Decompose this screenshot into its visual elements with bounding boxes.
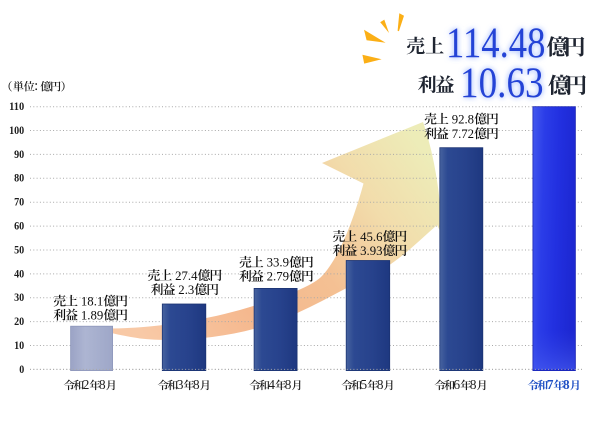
svg-text:50: 50 <box>14 242 24 256</box>
svg-text:30: 30 <box>14 290 24 304</box>
svg-text:8: 8 <box>99 377 106 392</box>
svg-text:8: 8 <box>285 377 292 392</box>
svg-text:33.9: 33.9 <box>267 256 289 270</box>
svg-text:10.63: 10.63 <box>460 59 544 107</box>
svg-text:70: 70 <box>14 195 24 209</box>
svg-text:2.3: 2.3 <box>178 283 194 297</box>
svg-text:10.63: 10.63 <box>460 59 544 107</box>
svg-text:4: 4 <box>268 377 275 392</box>
svg-text:114.48: 114.48 <box>446 19 545 67</box>
svg-text:2: 2 <box>83 377 90 392</box>
svg-text:80: 80 <box>14 171 24 185</box>
svg-text:0: 0 <box>19 362 24 376</box>
svg-text:6: 6 <box>453 377 460 392</box>
svg-text:8: 8 <box>470 377 477 392</box>
svg-text:60: 60 <box>14 219 24 233</box>
svg-text:8: 8 <box>563 377 570 392</box>
svg-text:18.1: 18.1 <box>81 295 103 309</box>
svg-text:100: 100 <box>9 123 24 137</box>
svg-text:90: 90 <box>14 147 24 161</box>
svg-text:1.89: 1.89 <box>81 309 103 323</box>
svg-text:40: 40 <box>14 266 24 280</box>
svg-text:3.93: 3.93 <box>360 244 382 258</box>
svg-text:8: 8 <box>193 377 200 392</box>
svg-text:2.79: 2.79 <box>267 270 289 284</box>
svg-text:5: 5 <box>360 377 367 392</box>
svg-text:114.48: 114.48 <box>446 19 545 67</box>
svg-text:110: 110 <box>9 99 24 113</box>
svg-text:3: 3 <box>177 377 184 392</box>
svg-text:114.48: 114.48 <box>446 19 545 67</box>
svg-text:8: 8 <box>377 377 384 392</box>
svg-text:20: 20 <box>14 314 24 328</box>
svg-text:92.8: 92.8 <box>452 113 474 127</box>
svg-text:10: 10 <box>14 338 24 352</box>
svg-text:45.6: 45.6 <box>360 230 383 244</box>
svg-text:7: 7 <box>547 377 554 392</box>
svg-text:10.63: 10.63 <box>460 59 544 107</box>
svg-text:27.4: 27.4 <box>175 269 198 283</box>
svg-text:7.72: 7.72 <box>452 127 474 141</box>
